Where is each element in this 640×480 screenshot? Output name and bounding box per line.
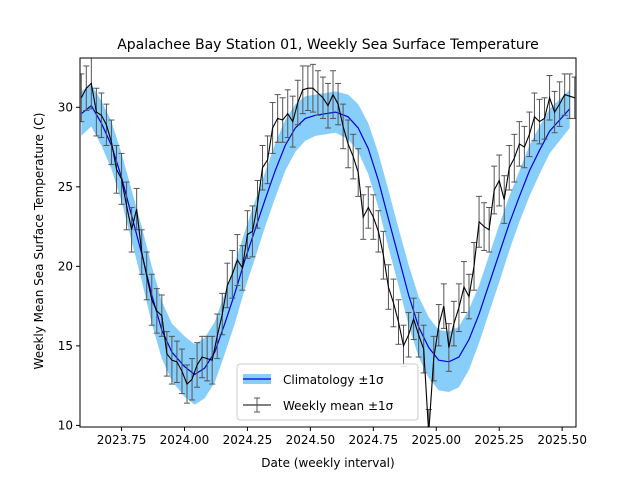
x-axis-label: Date (weekly interval) (261, 456, 394, 470)
x-tick-label: 2025.25 (474, 433, 524, 447)
chart-title: Apalachee Bay Station 01, Weekly Sea Sur… (117, 37, 539, 53)
y-tick-label: 30 (58, 100, 73, 114)
y-tick-label: 15 (58, 339, 73, 353)
x-tick-label: 2025.50 (537, 433, 587, 447)
y-tick-label: 20 (58, 259, 73, 273)
x-tick-label: 2025.00 (411, 433, 461, 447)
x-tick-label: 2024.75 (349, 433, 399, 447)
x-tick-label: 2023.75 (97, 433, 147, 447)
climatology-band (81, 85, 570, 405)
y-axis-label: Weekly Mean Sea Surface Temperature (C) (32, 113, 46, 370)
x-tick-label: 2024.50 (286, 433, 336, 447)
legend-label-weekly: Weekly mean ±1σ (283, 399, 394, 413)
legend: Climatology ±1σ Weekly mean ±1σ (236, 363, 419, 421)
weekly-mean-line (80, 82, 575, 427)
legend-box (236, 363, 419, 421)
axes-frame (79, 57, 577, 428)
y-tick-label: 25 (58, 180, 73, 194)
legend-label-climatology: Climatology ±1σ (283, 373, 384, 387)
weekly-errorbar (571, 76, 576, 119)
y-tick-label: 10 (58, 418, 73, 432)
x-tick-label: 2024.00 (160, 433, 210, 447)
x-tick-label: 2024.25 (223, 433, 273, 447)
